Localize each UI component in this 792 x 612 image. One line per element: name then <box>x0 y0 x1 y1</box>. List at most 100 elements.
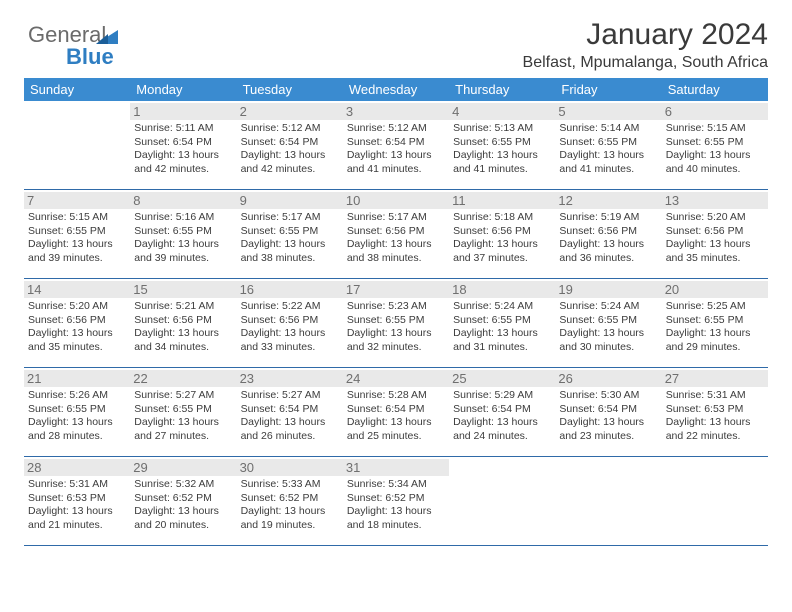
day-info: Sunrise: 5:14 AMSunset: 6:55 PMDaylight:… <box>559 122 657 177</box>
dow-header: Saturday <box>662 78 768 101</box>
dow-header: Friday <box>555 78 661 101</box>
day-number: 18 <box>449 281 555 298</box>
dow-header: Monday <box>130 78 236 101</box>
calendar-cell: 4 Sunrise: 5:13 AMSunset: 6:55 PMDaylight… <box>449 101 555 190</box>
calendar-cell: 2 Sunrise: 5:12 AMSunset: 6:54 PMDaylight… <box>237 101 343 190</box>
calendar-cell: 29Sunrise: 5:32 AMSunset: 6:52 PMDayligh… <box>130 457 236 546</box>
day-info: Sunrise: 5:15 AMSunset: 6:55 PMDaylight:… <box>28 211 126 266</box>
day-info: Sunrise: 5:30 AMSunset: 6:54 PMDaylight:… <box>559 389 657 444</box>
calendar-cell: 11 Sunrise: 5:18 AMSunset: 6:56 PMDayligh… <box>449 190 555 279</box>
calendar-cell: 12 Sunrise: 5:19 AMSunset: 6:56 PMDayligh… <box>555 190 661 279</box>
day-info: Sunrise: 5:34 AMSunset: 6:52 PMDaylight:… <box>347 478 445 533</box>
day-info: Sunrise: 5:31 AMSunset: 6:53 PMDaylight:… <box>666 389 764 444</box>
day-number: 16 <box>237 281 343 298</box>
dow-header: Thursday <box>449 78 555 101</box>
calendar-cell <box>555 457 661 546</box>
calendar-cell: 23 Sunrise: 5:27 AMSunset: 6:54 PMDayligh… <box>237 368 343 457</box>
day-number: 2 <box>237 103 343 120</box>
calendar-cell: 1 Sunrise: 5:11 AMSunset: 6:54 PMDaylight… <box>130 101 236 190</box>
calendar-cell: 9 Sunrise: 5:17 AMSunset: 6:55 PMDaylight… <box>237 190 343 279</box>
calendar-row: 1 Sunrise: 5:11 AMSunset: 6:54 PMDaylight… <box>24 101 768 190</box>
day-info: Sunrise: 5:22 AMSunset: 6:56 PMDaylight:… <box>241 300 339 355</box>
day-info: Sunrise: 5:20 AMSunset: 6:56 PMDaylight:… <box>28 300 126 355</box>
day-number: 26 <box>555 370 661 387</box>
day-number: 20 <box>662 281 768 298</box>
calendar-cell: 21Sunrise: 5:26 AMSunset: 6:55 PMDayligh… <box>24 368 130 457</box>
calendar-head: SundayMondayTuesdayWednesdayThursdayFrid… <box>24 78 768 101</box>
calendar-cell: 22 Sunrise: 5:27 AMSunset: 6:55 PMDayligh… <box>130 368 236 457</box>
day-number: 8 <box>130 192 236 209</box>
calendar-cell: 13Sunrise: 5:20 AMSunset: 6:56 PMDayligh… <box>662 190 768 279</box>
day-info: Sunrise: 5:12 AMSunset: 6:54 PMDaylight:… <box>241 122 339 177</box>
calendar-cell: 24 Sunrise: 5:28 AMSunset: 6:54 PMDayligh… <box>343 368 449 457</box>
location: Belfast, Mpumalanga, South Africa <box>523 54 768 72</box>
day-number: 24 <box>343 370 449 387</box>
calendar-cell: 19 Sunrise: 5:24 AMSunset: 6:55 PMDayligh… <box>555 279 661 368</box>
day-number: 6 <box>662 103 768 120</box>
day-number: 17 <box>343 281 449 298</box>
day-info: Sunrise: 5:23 AMSunset: 6:55 PMDaylight:… <box>347 300 445 355</box>
calendar-cell: 3Sunrise: 5:12 AMSunset: 6:54 PMDaylight… <box>343 101 449 190</box>
calendar-cell: 27 Sunrise: 5:31 AMSunset: 6:53 PMDayligh… <box>662 368 768 457</box>
logo-sail-icon <box>96 28 118 49</box>
day-number: 13 <box>662 192 768 209</box>
calendar-cell: 5 Sunrise: 5:14 AMSunset: 6:55 PMDaylight… <box>555 101 661 190</box>
day-number: 31 <box>343 459 449 476</box>
day-info: Sunrise: 5:24 AMSunset: 6:55 PMDaylight:… <box>453 300 551 355</box>
calendar-cell: 14Sunrise: 5:20 AMSunset: 6:56 PMDayligh… <box>24 279 130 368</box>
day-number: 25 <box>449 370 555 387</box>
day-info: Sunrise: 5:31 AMSunset: 6:53 PMDaylight:… <box>28 478 126 533</box>
calendar-table: SundayMondayTuesdayWednesdayThursdayFrid… <box>24 78 768 546</box>
calendar-cell: 17 Sunrise: 5:23 AMSunset: 6:55 PMDayligh… <box>343 279 449 368</box>
day-info: Sunrise: 5:25 AMSunset: 6:55 PMDaylight:… <box>666 300 764 355</box>
day-number: 4 <box>449 103 555 120</box>
day-info: Sunrise: 5:13 AMSunset: 6:55 PMDaylight:… <box>453 122 551 177</box>
day-info: Sunrise: 5:17 AMSunset: 6:55 PMDaylight:… <box>241 211 339 266</box>
day-number: 27 <box>662 370 768 387</box>
day-number: 28 <box>24 459 130 476</box>
calendar-cell: 7Sunrise: 5:15 AMSunset: 6:55 PMDaylight… <box>24 190 130 279</box>
day-info: Sunrise: 5:17 AMSunset: 6:56 PMDaylight:… <box>347 211 445 266</box>
day-number: 21 <box>24 370 130 387</box>
day-number: 19 <box>555 281 661 298</box>
calendar-cell: 16 Sunrise: 5:22 AMSunset: 6:56 PMDayligh… <box>237 279 343 368</box>
dow-header: Sunday <box>24 78 130 101</box>
calendar-cell: 18 Sunrise: 5:24 AMSunset: 6:55 PMDayligh… <box>449 279 555 368</box>
brand-logo: General Blue <box>24 18 114 68</box>
day-number: 9 <box>237 192 343 209</box>
calendar-cell <box>24 101 130 190</box>
day-info: Sunrise: 5:19 AMSunset: 6:56 PMDaylight:… <box>559 211 657 266</box>
calendar-cell: 25Sunrise: 5:29 AMSunset: 6:54 PMDayligh… <box>449 368 555 457</box>
day-number: 23 <box>237 370 343 387</box>
title-block: January 2024 Belfast, Mpumalanga, South … <box>523 18 768 72</box>
calendar-row: 28 Sunrise: 5:31 AMSunset: 6:53 PMDayligh… <box>24 457 768 546</box>
day-number: 3 <box>343 103 449 120</box>
page: General Blue January 2024 Belfast, Mpuma… <box>0 0 792 546</box>
day-info: Sunrise: 5:11 AMSunset: 6:54 PMDaylight:… <box>134 122 232 177</box>
day-number: 11 <box>449 192 555 209</box>
calendar-cell: 6 Sunrise: 5:15 AMSunset: 6:55 PMDaylight… <box>662 101 768 190</box>
day-number: 5 <box>555 103 661 120</box>
calendar-cell: 10 Sunrise: 5:17 AMSunset: 6:56 PMDayligh… <box>343 190 449 279</box>
day-info: Sunrise: 5:27 AMSunset: 6:55 PMDaylight:… <box>134 389 232 444</box>
day-info: Sunrise: 5:27 AMSunset: 6:54 PMDaylight:… <box>241 389 339 444</box>
day-info: Sunrise: 5:21 AMSunset: 6:56 PMDaylight:… <box>134 300 232 355</box>
day-info: Sunrise: 5:24 AMSunset: 6:55 PMDaylight:… <box>559 300 657 355</box>
calendar-cell: 26 Sunrise: 5:30 AMSunset: 6:54 PMDayligh… <box>555 368 661 457</box>
day-number: 30 <box>237 459 343 476</box>
day-info: Sunrise: 5:18 AMSunset: 6:56 PMDaylight:… <box>453 211 551 266</box>
day-number: 1 <box>130 103 236 120</box>
calendar-cell <box>449 457 555 546</box>
day-info: Sunrise: 5:15 AMSunset: 6:55 PMDaylight:… <box>666 122 764 177</box>
day-number: 12 <box>555 192 661 209</box>
day-number: 22 <box>130 370 236 387</box>
calendar-cell <box>662 457 768 546</box>
calendar-row: 7Sunrise: 5:15 AMSunset: 6:55 PMDaylight… <box>24 190 768 279</box>
calendar-cell: 8Sunrise: 5:16 AMSunset: 6:55 PMDaylight… <box>130 190 236 279</box>
calendar-cell: 20 Sunrise: 5:25 AMSunset: 6:55 PMDayligh… <box>662 279 768 368</box>
calendar-row: 14Sunrise: 5:20 AMSunset: 6:56 PMDayligh… <box>24 279 768 368</box>
day-info: Sunrise: 5:28 AMSunset: 6:54 PMDaylight:… <box>347 389 445 444</box>
day-number: 10 <box>343 192 449 209</box>
day-number: 29 <box>130 459 236 476</box>
calendar-cell: 15Sunrise: 5:21 AMSunset: 6:56 PMDayligh… <box>130 279 236 368</box>
